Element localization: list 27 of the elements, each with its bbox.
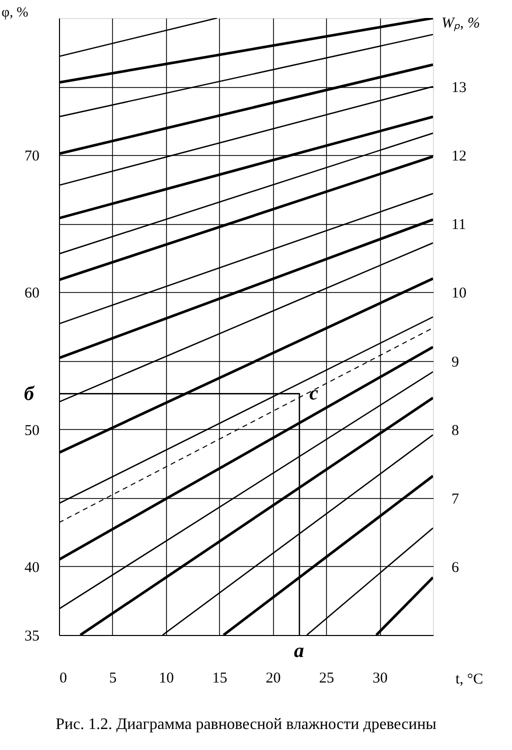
x-tick-label: 25 bbox=[319, 670, 334, 686]
y-tick-label: 35 bbox=[24, 628, 40, 644]
y2-tick-label: 8 bbox=[452, 422, 459, 439]
y2-axis-title: Wₚ, % bbox=[442, 16, 480, 32]
y2-tick-label: 7 bbox=[452, 491, 460, 508]
y-tick-label: 40 bbox=[24, 560, 40, 576]
x-axis-title: t, °C bbox=[456, 672, 484, 688]
y2-tick-label: 13 bbox=[452, 80, 466, 96]
x-tick-label: 20 bbox=[266, 670, 281, 686]
y2-tick-label: 9 bbox=[452, 354, 459, 370]
y2-tick-label: 10 bbox=[452, 286, 466, 302]
x-tick-label: 0 bbox=[60, 670, 67, 686]
annotation: c bbox=[309, 382, 318, 405]
x-tick-label: 30 bbox=[372, 670, 388, 686]
x-tick-label: 5 bbox=[109, 670, 117, 686]
text: б bbox=[24, 383, 36, 405]
text: Рис. 1.2. Диаграмма равновесной влажности древесины bbox=[56, 716, 437, 733]
text: a bbox=[294, 640, 304, 662]
y-tick-label: 60 bbox=[24, 286, 40, 302]
y2-tick-label: 6 bbox=[452, 560, 460, 576]
x-tick-label: 15 bbox=[212, 670, 228, 686]
x-tick-label: 10 bbox=[158, 670, 174, 686]
y-tick-label: 70 bbox=[24, 148, 40, 165]
y2-tick-label: 11 bbox=[452, 217, 466, 234]
y-tick-label: 50 bbox=[24, 422, 40, 439]
y-axis-title: φ, % bbox=[2, 6, 29, 20]
y2-tick-label: 12 bbox=[452, 148, 466, 165]
